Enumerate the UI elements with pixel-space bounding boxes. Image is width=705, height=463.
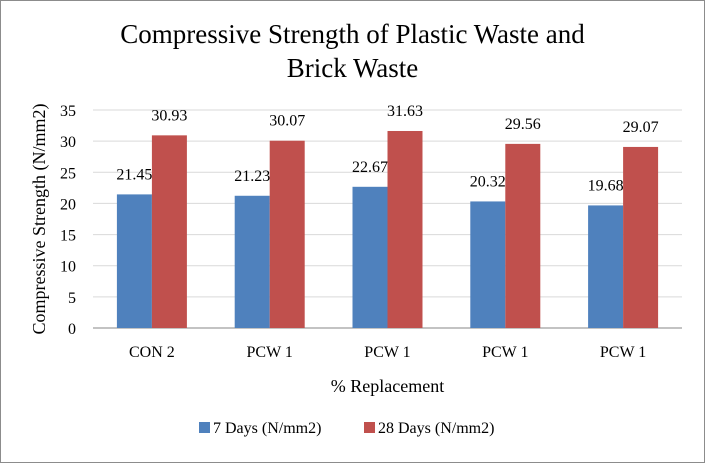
x-tick-label: PCW 1 [247,344,293,361]
y-tick-label: 30 [60,134,76,151]
y-tick-label: 15 [60,228,76,245]
y-tick-label: 0 [68,321,76,338]
data-label: 29.07 [623,119,659,136]
y-tick-label: 10 [60,259,76,276]
y-tick-label: 20 [60,196,76,213]
bar-7-days [588,205,624,328]
chart-title-line-2: Brick Waste [286,53,419,83]
y-tick-label: 35 [60,103,76,120]
legend-swatch-28-days [364,422,375,433]
data-label: 21.23 [234,168,270,185]
chart-title-line-1: Compressive Strength of Plastic Waste an… [120,19,585,49]
legend-label-7-days: 7 Days (N/mm2) [213,420,321,437]
data-label: 29.56 [505,116,541,133]
bar-28-days [387,130,423,328]
x-tick-label: CON 2 [129,344,175,361]
legend-label-28-days: 28 Days (N/mm2) [378,420,494,437]
bar-28-days [623,146,659,328]
bar-28-days [269,140,305,328]
x-tick-label: PCW 1 [364,344,410,361]
bar-7-days [234,195,270,328]
legend-swatch-7-days [199,422,210,433]
data-label: 22.67 [352,159,388,176]
data-label: 19.68 [588,177,624,194]
bar-7-days [352,186,388,328]
x-tick-label: PCW 1 [600,344,646,361]
y-tick-label: 25 [60,165,76,182]
bar-28-days [505,143,541,328]
data-label: 21.45 [116,166,152,183]
data-label: 30.93 [151,107,187,124]
bar-28-days [151,135,187,328]
x-tick-label: PCW 1 [482,344,528,361]
data-label: 30.07 [269,113,305,130]
y-tick-label: 5 [68,290,76,307]
x-axis-title: % Replacement [331,376,444,396]
bar-7-days [116,194,152,328]
data-label: 31.63 [387,103,423,120]
y-axis-title: Compressive Strength (N/mm2) [29,104,50,335]
data-label: 20.32 [470,173,506,190]
bar-7-days [470,201,506,328]
